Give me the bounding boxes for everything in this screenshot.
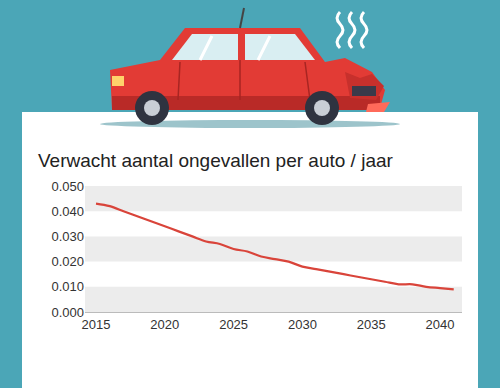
svg-text:0.050: 0.050 <box>51 179 84 194</box>
svg-text:2030: 2030 <box>288 317 317 332</box>
svg-text:0.040: 0.040 <box>51 204 84 219</box>
svg-text:2025: 2025 <box>219 317 248 332</box>
svg-text:2015: 2015 <box>82 317 111 332</box>
svg-text:0.020: 0.020 <box>51 254 84 269</box>
svg-text:Verwacht aantal ongevallen per: Verwacht aantal ongevallen per auto / ja… <box>38 150 394 171</box>
svg-text:2035: 2035 <box>357 317 386 332</box>
svg-text:0.010: 0.010 <box>51 279 84 294</box>
svg-text:2020: 2020 <box>150 317 179 332</box>
svg-text:2040: 2040 <box>426 317 455 332</box>
svg-text:0.030: 0.030 <box>51 229 84 244</box>
svg-text:0.000: 0.000 <box>51 305 84 320</box>
